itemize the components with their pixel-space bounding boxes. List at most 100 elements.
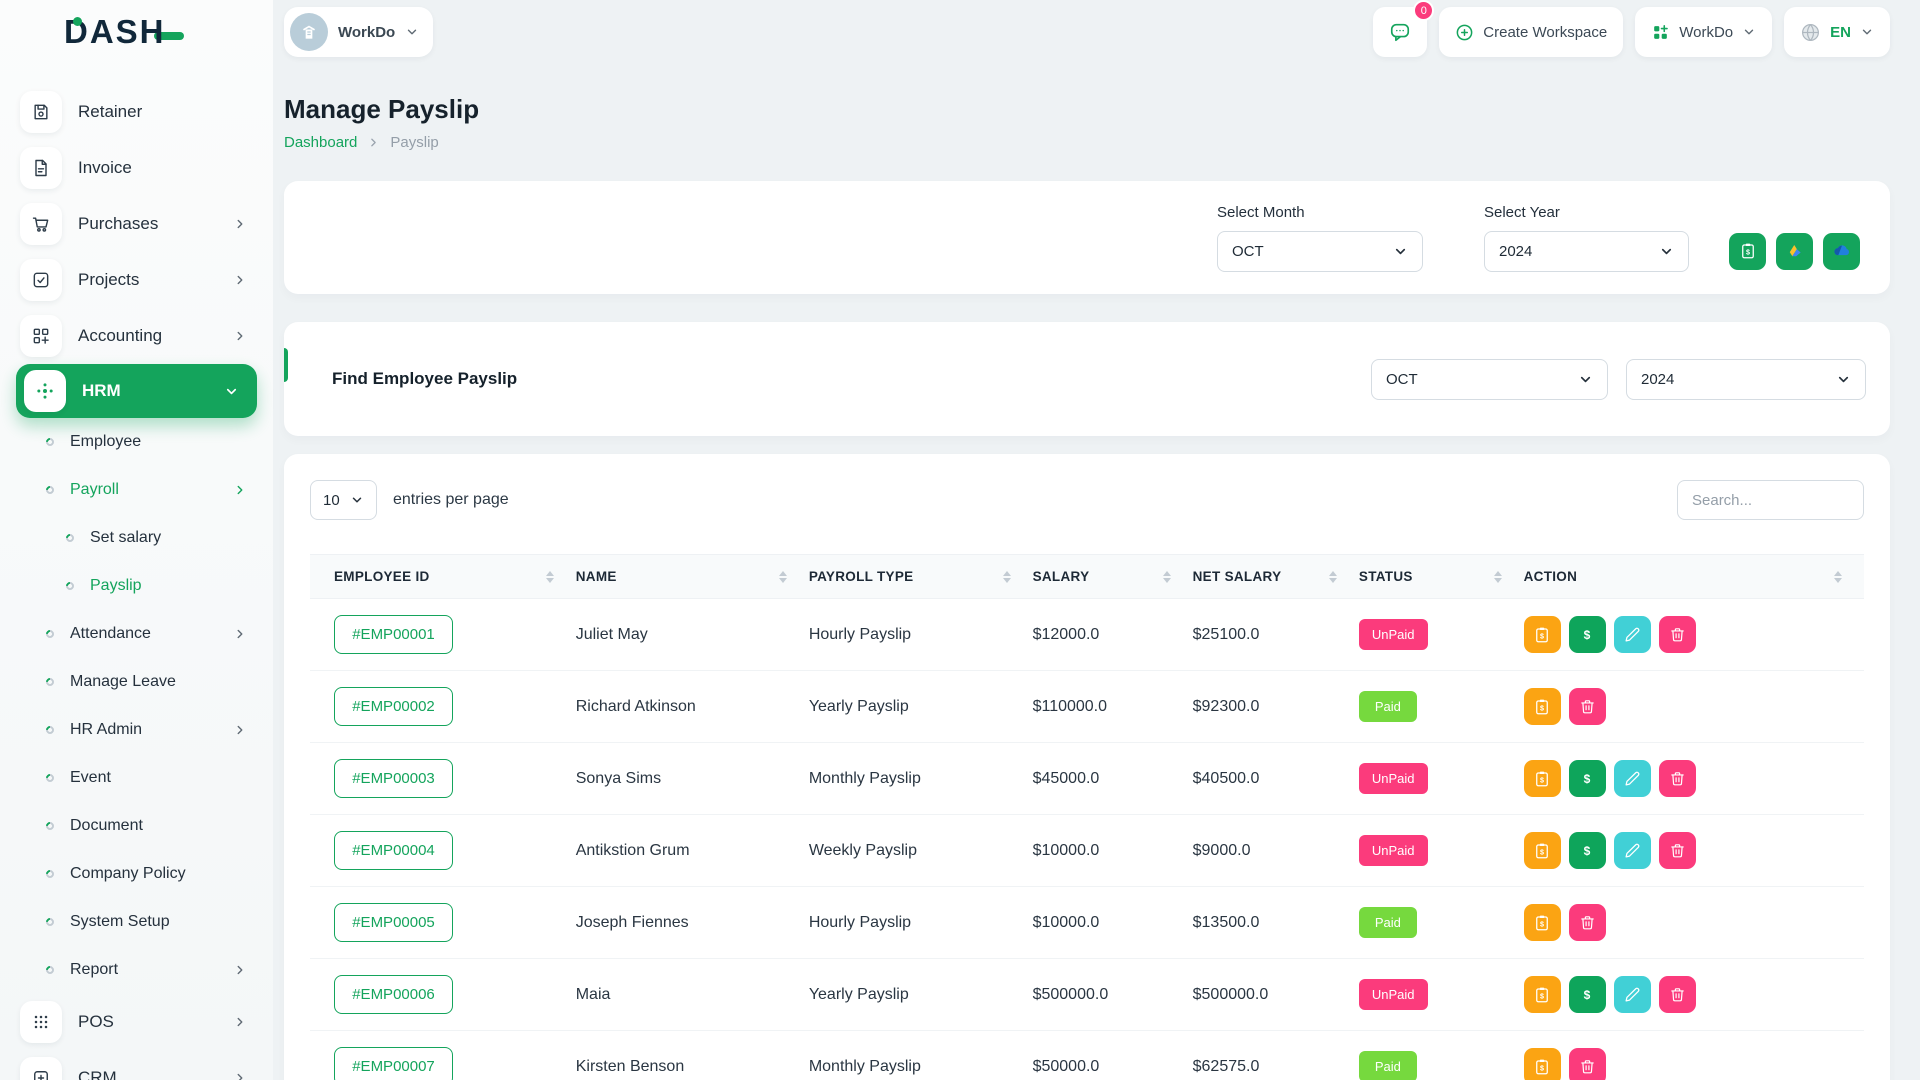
salary: $110000.0 [1032,670,1193,743]
chevron-down-icon [1578,372,1593,387]
bullet-icon [44,628,56,640]
payslip-button[interactable]: $ [1523,904,1561,941]
payslip-button[interactable]: $ [1523,688,1561,725]
row-actions: $ $ [1523,760,1864,797]
sidebar-item-accounting[interactable]: Accounting [0,308,273,364]
delete-button[interactable] [1658,616,1696,653]
google-drive-export-button[interactable] [1776,232,1813,270]
edit-button[interactable] [1613,832,1651,869]
employee-name: Juliet May [575,598,809,671]
chevron-right-icon [233,723,247,737]
sidebar-item-attendance[interactable]: Attendance [0,610,273,658]
delete-button[interactable] [1568,904,1606,941]
payslip-icon: $ [1533,842,1551,860]
sort-icon [1002,570,1011,583]
chevron-down-icon [1836,372,1851,387]
edit-button[interactable] [1613,760,1651,797]
column-header-payroll-type[interactable]: PAYROLL TYPE [808,554,1033,599]
edit-button[interactable] [1613,976,1651,1013]
delete-button[interactable] [1568,688,1606,725]
employee-id-link[interactable]: #EMP00004 [334,831,453,870]
sidebar-item-company-policy[interactable]: Company Policy [0,850,273,898]
language-selector[interactable]: EN [1784,7,1890,57]
sidebar-item-manage-leave[interactable]: Manage Leave [0,658,273,706]
sidebar-item-document[interactable]: Document [0,802,273,850]
column-header-salary[interactable]: SALARY [1032,554,1193,599]
pay-icon: $ [1578,626,1596,644]
sidebar-item-pos[interactable]: POS [0,994,273,1050]
payment-button[interactable]: $ [1568,832,1606,869]
brand-name: DASH [64,13,166,50]
chevron-down-icon [1860,25,1874,39]
delete-button[interactable] [1658,832,1696,869]
employee-id-link[interactable]: #EMP00005 [334,903,453,942]
sidebar-item-crm[interactable]: CRM [0,1050,273,1080]
sidebar-item-set-salary[interactable]: Set salary [0,514,273,562]
dash-logo[interactable]: DASH [0,0,273,64]
entries-per-page-label: entries per page [393,491,509,508]
find-employee-payslip-card: Find Employee Payslip OCT 2024 [284,322,1890,436]
bullet-icon [44,484,56,496]
retainer-icon [20,91,62,133]
sidebar-item-report[interactable]: Report [0,946,273,994]
sidebar-item-payroll[interactable]: Payroll [0,466,273,514]
employee-id-link[interactable]: #EMP00001 [334,615,453,654]
sidebar-item-event[interactable]: Event [0,754,273,802]
delete-button[interactable] [1658,976,1696,1013]
net-salary: $25100.0 [1192,598,1359,671]
delete-icon [1669,770,1686,787]
employee-id-link[interactable]: #EMP00006 [334,975,453,1014]
year-select[interactable]: 2024 [1484,230,1689,272]
employee-id-link[interactable]: #EMP00007 [334,1047,453,1080]
sidebar-item-hrm[interactable]: HRM [16,364,257,418]
apps-menu-label: WorkDo [1679,23,1734,41]
create-workspace-button[interactable]: Create Workspace [1439,7,1624,57]
payslip-button[interactable]: $ [1523,976,1561,1013]
workspace-selector[interactable]: WorkDo [284,7,434,57]
payment-button[interactable]: $ [1568,976,1606,1013]
search-input[interactable] [1677,480,1864,520]
salary: $50000.0 [1032,1030,1193,1080]
payslip-button[interactable]: $ [1523,760,1561,797]
breadcrumb-current: Payslip [390,133,439,151]
apps-menu-button[interactable]: WorkDo [1635,7,1773,57]
column-header-net-salary[interactable]: NET SALARY [1192,554,1359,599]
entries-per-page-select[interactable]: 10 [310,480,377,520]
grid-plus-icon [1651,23,1670,42]
sidebar-item-retainer[interactable]: Retainer [0,84,273,140]
month-select[interactable]: OCT [1217,230,1423,272]
payslip-button[interactable]: $ [1523,616,1561,653]
employee-id-link[interactable]: #EMP00002 [334,687,453,726]
delete-button[interactable] [1658,760,1696,797]
sort-icon [1493,570,1502,583]
breadcrumb-dashboard-link[interactable]: Dashboard [284,133,358,151]
payslip-button[interactable]: $ [1523,1048,1561,1080]
year-select-value: 2024 [1499,242,1533,260]
employee-id-link[interactable]: #EMP00003 [334,759,453,798]
sidebar-item-purchases[interactable]: Purchases [0,196,273,252]
sidebar-item-hr-admin[interactable]: HR Admin [0,706,273,754]
sidebar-item-projects[interactable]: Projects [0,252,273,308]
sidebar-item-system-setup[interactable]: System Setup [0,898,273,946]
column-header-status[interactable]: STATUS [1358,554,1524,599]
payment-button[interactable]: $ [1568,616,1606,653]
column-header-name[interactable]: NAME [575,554,809,599]
generate-payslip-button[interactable]: $ [1729,232,1766,270]
sidebar-item-payslip[interactable]: Payslip [0,562,273,610]
messages-button[interactable]: 0 [1373,0,1435,57]
edit-button[interactable] [1613,616,1651,653]
payslip-button[interactable]: $ [1523,832,1561,869]
chevron-right-icon [233,273,247,287]
sidebar-item-employee[interactable]: Employee [0,418,273,466]
delete-button[interactable] [1568,1048,1606,1080]
onedrive-export-button[interactable] [1823,232,1860,270]
column-header-action[interactable]: ACTION [1523,554,1864,599]
find-month-select[interactable]: OCT [1371,358,1608,400]
sidebar-item-invoice[interactable]: Invoice [0,140,273,196]
table-row: #EMP00005 Joseph Fiennes Hourly Payslip … [310,886,1864,959]
find-year-select[interactable]: 2024 [1626,358,1866,400]
svg-text:$: $ [1540,776,1544,784]
column-header-employee-id[interactable]: EMPLOYEE ID [310,554,576,599]
row-actions: $ $ [1523,616,1864,653]
payment-button[interactable]: $ [1568,760,1606,797]
